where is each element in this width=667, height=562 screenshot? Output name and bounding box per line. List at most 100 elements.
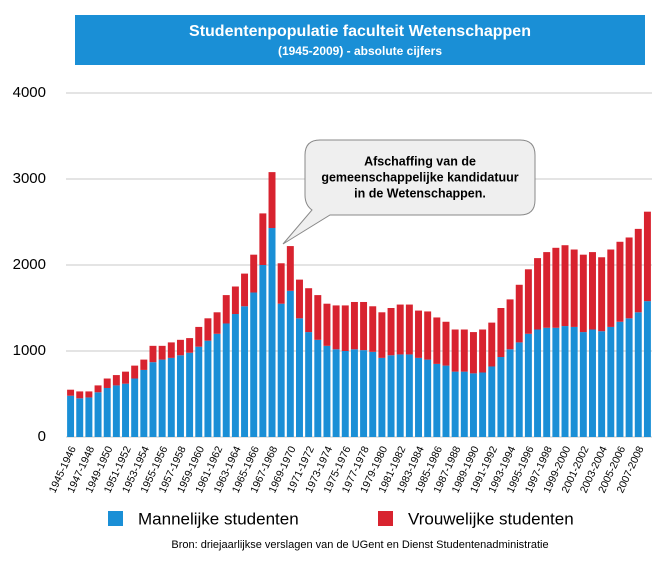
callout (282, 139, 536, 245)
bar-segment (231, 314, 239, 437)
bar-segment (314, 339, 322, 437)
bar-segment (112, 385, 120, 437)
bar-segment (442, 321, 450, 366)
bar-segment (534, 329, 542, 437)
bar-segment (506, 349, 514, 437)
bar-segment (112, 375, 120, 386)
bar-segment (76, 398, 84, 437)
bar-segment (579, 332, 587, 437)
bar-segment (85, 397, 93, 437)
bar-segment (460, 371, 468, 437)
bar-segment (369, 351, 377, 437)
bar-segment (424, 359, 432, 437)
bar-segment (415, 310, 422, 358)
bar-segment (305, 288, 313, 333)
bar-segment (323, 303, 331, 346)
bar-segment (286, 246, 294, 291)
bar-segment (643, 211, 651, 302)
bar-segment (360, 301, 368, 351)
bar-segment (176, 355, 184, 437)
y-tick-label: 4000 (13, 84, 46, 101)
bar-segment (598, 331, 606, 437)
bar-segment (497, 308, 505, 358)
bar-segment (158, 345, 166, 360)
source: Bron: driejaarlijkse verslagen van de UG… (171, 539, 548, 551)
bar-segment (296, 318, 303, 437)
bar-segment (241, 306, 249, 437)
bar-segment (469, 373, 477, 437)
annotation: in de Wetenschappen. (354, 186, 486, 200)
y-tick-label: 1000 (13, 342, 46, 359)
bar-segment (259, 213, 267, 265)
bar-segment (204, 318, 212, 341)
bar-segment (195, 326, 203, 347)
bar-segment (149, 345, 157, 363)
bar-segment (167, 342, 175, 358)
bar-segment (607, 326, 615, 437)
bar-segment (195, 346, 203, 437)
bar-segment (213, 333, 221, 437)
bar-segment (415, 357, 422, 437)
bar-segment (341, 351, 349, 437)
bar-segment (552, 247, 560, 328)
bar-segment (405, 354, 413, 437)
bar-segment (433, 363, 441, 437)
annotation: gemeenschappelijke kandidatuur (321, 170, 518, 184)
bar-segment (643, 301, 651, 437)
bar-segment (598, 257, 606, 332)
bar-segment (570, 326, 578, 437)
bar-segment (67, 389, 75, 396)
bar-segment (387, 308, 395, 356)
bar-segment (369, 306, 377, 352)
bar-segment (442, 365, 450, 437)
bar-segment (616, 321, 624, 437)
y-tick-label: 2000 (13, 256, 46, 273)
bar-segment (222, 295, 230, 324)
bar-segment (634, 312, 642, 437)
bar-segment (186, 352, 194, 437)
bar-segment (378, 357, 386, 437)
bar-segment (488, 322, 496, 367)
bar-segment (176, 339, 184, 356)
bar-segment (222, 323, 230, 437)
bar-segment (524, 269, 532, 334)
bar-segment (277, 263, 285, 304)
bar-segment (85, 391, 93, 398)
bar-segment (305, 332, 313, 437)
bar-segment (387, 355, 395, 437)
bar-segment (561, 326, 569, 437)
legend-swatch (378, 511, 393, 526)
bar-segment (396, 354, 404, 437)
bar-segment (616, 241, 624, 322)
chart-title: Studentenpopulatie faculteit Wetenschapp… (189, 23, 531, 40)
bar-segment (241, 273, 249, 307)
bar-segment (579, 254, 587, 333)
bar-segment (122, 383, 129, 437)
bar-segment (131, 378, 139, 437)
bar-segment (451, 371, 459, 437)
bar-segment (570, 249, 578, 327)
bar-segment (76, 391, 84, 399)
bar-segment (250, 292, 258, 437)
bar-segment (396, 304, 404, 355)
bar-segment (204, 340, 212, 437)
bar-segment (332, 349, 340, 437)
bar-segment (515, 342, 523, 437)
bar-segment (433, 317, 441, 364)
bar-segment (314, 295, 322, 340)
bar-segment (625, 318, 633, 437)
bar-segment (460, 329, 468, 372)
bar-segment (103, 378, 111, 388)
bar-segment (488, 366, 496, 437)
bar-segment (186, 338, 194, 353)
bar-segment (213, 312, 221, 334)
bar-segment (296, 279, 303, 319)
bar-segment (350, 349, 358, 437)
bar-segment (149, 362, 157, 437)
bar-segment (94, 385, 102, 393)
bar-segment (469, 332, 477, 374)
y-tick-label: 3000 (13, 170, 46, 187)
bar-segment (122, 371, 129, 384)
bar-segment (589, 329, 596, 437)
